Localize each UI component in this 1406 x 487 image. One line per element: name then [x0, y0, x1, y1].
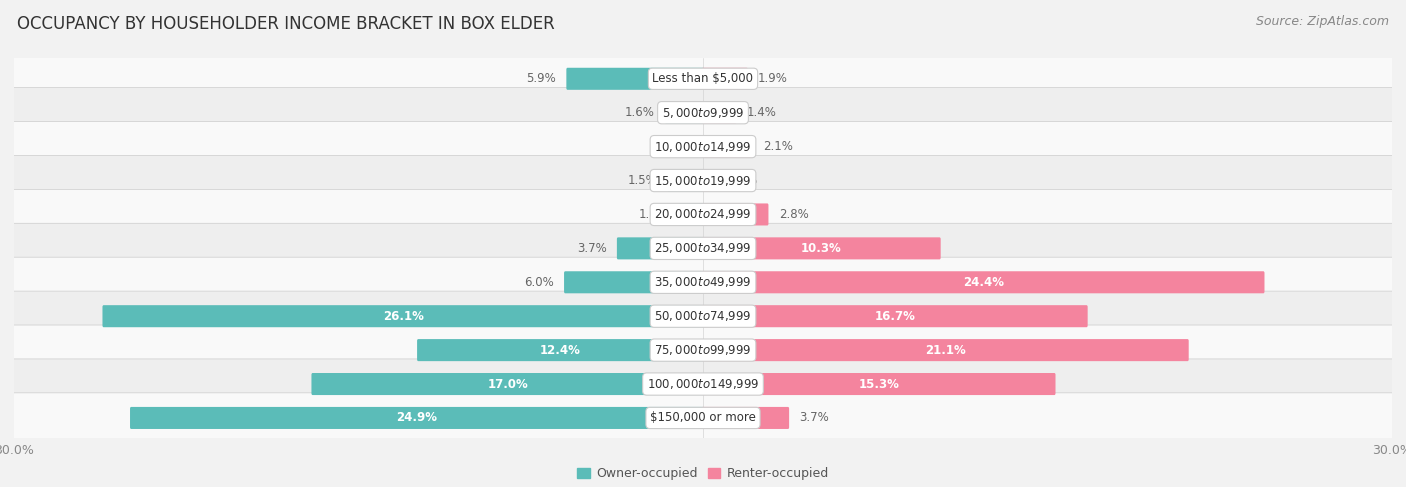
Text: Less than $5,000: Less than $5,000 — [652, 72, 754, 85]
Text: 2.8%: 2.8% — [779, 208, 808, 221]
Text: 16.7%: 16.7% — [875, 310, 915, 323]
Text: 1.0%: 1.0% — [638, 208, 669, 221]
FancyBboxPatch shape — [7, 155, 1399, 206]
Text: $20,000 to $24,999: $20,000 to $24,999 — [654, 207, 752, 222]
FancyBboxPatch shape — [7, 54, 1399, 104]
Text: $150,000 or more: $150,000 or more — [650, 412, 756, 425]
FancyBboxPatch shape — [7, 122, 1399, 172]
FancyBboxPatch shape — [702, 373, 1056, 395]
Text: $10,000 to $14,999: $10,000 to $14,999 — [654, 140, 752, 153]
Text: 1.6%: 1.6% — [624, 106, 655, 119]
Text: 17.0%: 17.0% — [488, 377, 529, 391]
Text: $5,000 to $9,999: $5,000 to $9,999 — [662, 106, 744, 120]
Text: 26.1%: 26.1% — [382, 310, 423, 323]
FancyBboxPatch shape — [702, 102, 737, 124]
FancyBboxPatch shape — [312, 373, 704, 395]
FancyBboxPatch shape — [7, 291, 1399, 341]
Text: OCCUPANCY BY HOUSEHOLDER INCOME BRACKET IN BOX ELDER: OCCUPANCY BY HOUSEHOLDER INCOME BRACKET … — [17, 15, 554, 33]
Text: $15,000 to $19,999: $15,000 to $19,999 — [654, 173, 752, 187]
Text: $35,000 to $49,999: $35,000 to $49,999 — [654, 275, 752, 289]
Text: 2.1%: 2.1% — [762, 140, 793, 153]
FancyBboxPatch shape — [665, 102, 704, 124]
Text: 12.4%: 12.4% — [540, 344, 581, 356]
Text: 3.7%: 3.7% — [576, 242, 606, 255]
FancyBboxPatch shape — [702, 407, 789, 429]
FancyBboxPatch shape — [668, 169, 704, 191]
Text: $50,000 to $74,999: $50,000 to $74,999 — [654, 309, 752, 323]
Text: 5.9%: 5.9% — [526, 72, 555, 85]
FancyBboxPatch shape — [7, 88, 1399, 138]
FancyBboxPatch shape — [7, 223, 1399, 274]
Text: 6.0%: 6.0% — [524, 276, 554, 289]
Text: 0.0%: 0.0% — [662, 140, 692, 153]
FancyBboxPatch shape — [702, 169, 710, 191]
Text: Source: ZipAtlas.com: Source: ZipAtlas.com — [1256, 15, 1389, 28]
Text: $100,000 to $149,999: $100,000 to $149,999 — [647, 377, 759, 391]
FancyBboxPatch shape — [7, 393, 1399, 443]
FancyBboxPatch shape — [702, 271, 1264, 293]
Text: 24.4%: 24.4% — [963, 276, 1004, 289]
FancyBboxPatch shape — [567, 68, 704, 90]
FancyBboxPatch shape — [702, 339, 1188, 361]
Text: $75,000 to $99,999: $75,000 to $99,999 — [654, 343, 752, 357]
Legend: Owner-occupied, Renter-occupied: Owner-occupied, Renter-occupied — [572, 462, 834, 485]
FancyBboxPatch shape — [103, 305, 704, 327]
FancyBboxPatch shape — [702, 135, 752, 158]
Text: 1.4%: 1.4% — [747, 106, 776, 119]
Text: 10.3%: 10.3% — [801, 242, 842, 255]
Text: 21.1%: 21.1% — [925, 344, 966, 356]
FancyBboxPatch shape — [617, 237, 704, 260]
FancyBboxPatch shape — [564, 271, 704, 293]
FancyBboxPatch shape — [702, 237, 941, 260]
Text: 15.3%: 15.3% — [858, 377, 898, 391]
Text: $25,000 to $34,999: $25,000 to $34,999 — [654, 242, 752, 255]
FancyBboxPatch shape — [7, 189, 1399, 240]
FancyBboxPatch shape — [679, 204, 704, 225]
FancyBboxPatch shape — [129, 407, 704, 429]
Text: 1.5%: 1.5% — [627, 174, 657, 187]
FancyBboxPatch shape — [702, 68, 748, 90]
FancyBboxPatch shape — [7, 257, 1399, 307]
FancyBboxPatch shape — [702, 305, 1088, 327]
Text: 0.25%: 0.25% — [720, 174, 758, 187]
FancyBboxPatch shape — [7, 325, 1399, 375]
Text: 1.9%: 1.9% — [758, 72, 787, 85]
FancyBboxPatch shape — [418, 339, 704, 361]
FancyBboxPatch shape — [7, 359, 1399, 409]
Text: 24.9%: 24.9% — [396, 412, 437, 425]
FancyBboxPatch shape — [702, 204, 769, 225]
Text: 3.7%: 3.7% — [800, 412, 830, 425]
